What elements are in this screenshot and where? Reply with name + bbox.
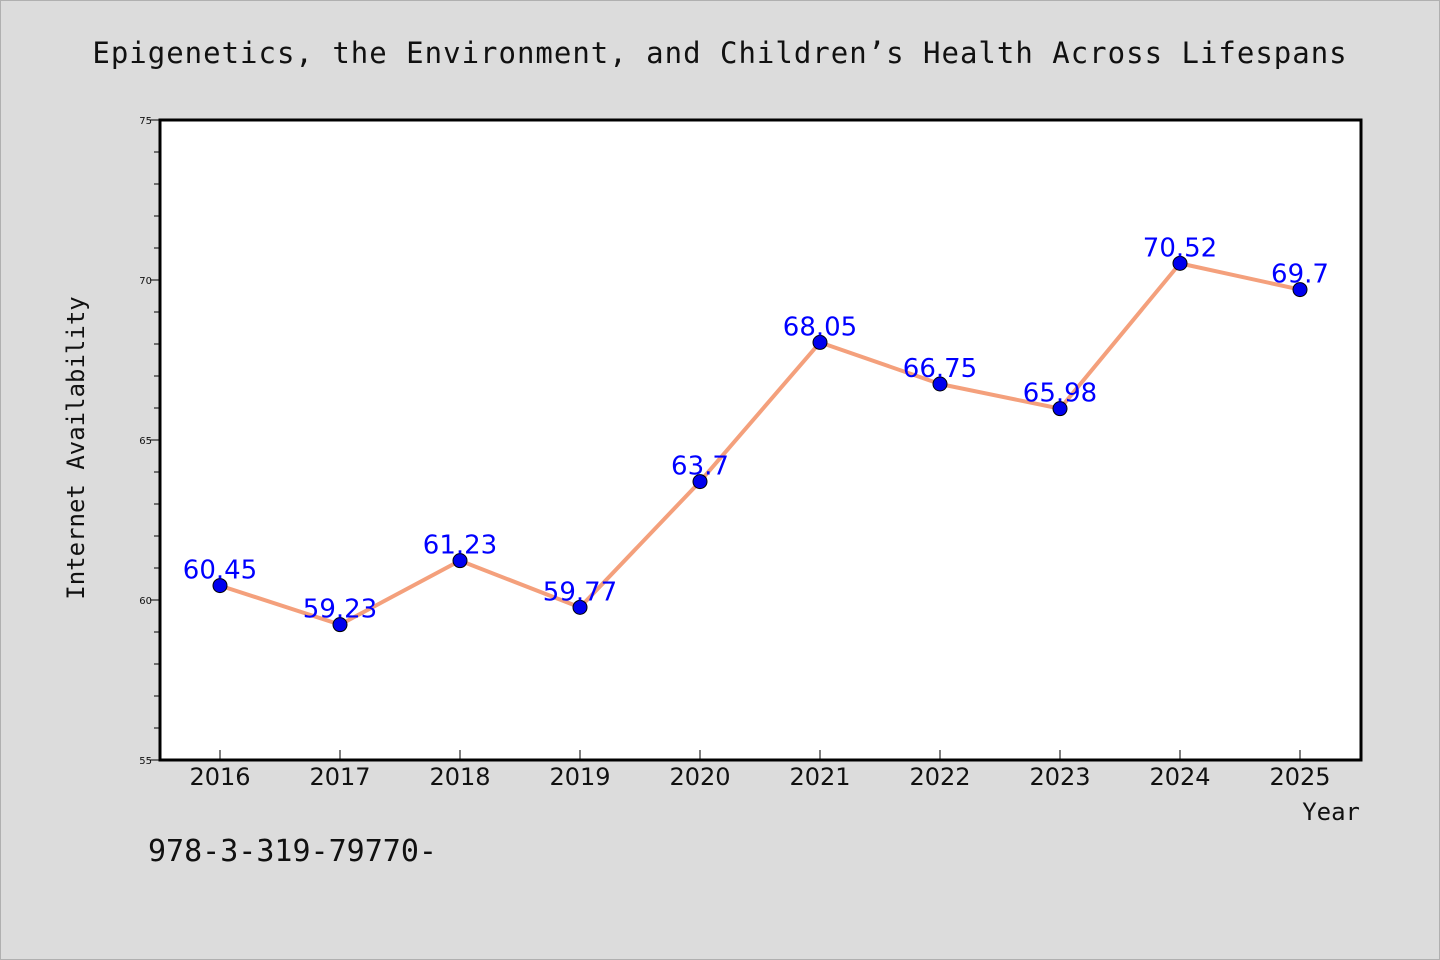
chart-title: Epigenetics, the Environment, and Childr… <box>92 36 1348 70</box>
x-tick-label: 2022 <box>909 763 970 791</box>
data-series: 60.45 59.23 61.23 59.77 63.7 68.05 66.75 65.98 7… <box>183 233 1329 633</box>
x-axis-label: Year <box>1302 798 1360 826</box>
data-label: 59.77 <box>543 577 617 607</box>
x-axis-ticks: 2016 2017 2018 2019 2020 2021 2022 2023 2024 2025 <box>189 750 1331 791</box>
y-tick-label: 55 <box>139 756 152 767</box>
data-point <box>332 617 348 633</box>
data-point <box>572 599 588 615</box>
isbn-footer: 978-3-319-79770- <box>148 834 437 869</box>
data-label: 65.98 <box>1023 379 1097 409</box>
x-tick-label: 2024 <box>1149 763 1210 791</box>
data-point <box>1292 282 1308 298</box>
y-tick-label: 75 <box>139 116 152 127</box>
data-point <box>692 474 708 490</box>
y-axis-ticks: 55 60 65 70 75 <box>139 116 160 767</box>
data-label: 61.23 <box>423 531 497 561</box>
x-tick-label: 2019 <box>549 763 610 791</box>
x-tick-label: 2017 <box>309 763 370 791</box>
y-tick-label: 60 <box>139 596 152 607</box>
x-tick-label: 2018 <box>429 763 490 791</box>
x-tick-label: 2016 <box>189 763 250 791</box>
data-point <box>1052 401 1068 417</box>
data-label: 59.23 <box>303 595 377 625</box>
plot-area <box>158 118 1363 762</box>
x-tick-label: 2021 <box>789 763 850 791</box>
y-tick-label: 65 <box>139 436 152 447</box>
y-tick-label: 70 <box>139 276 152 287</box>
data-label: 63.7 <box>671 452 729 482</box>
data-label: 69.7 <box>1271 260 1329 290</box>
data-point <box>452 553 468 569</box>
data-point <box>1172 255 1188 271</box>
data-label: 66.75 <box>903 354 977 384</box>
data-point <box>932 376 948 392</box>
data-label: 70.52 <box>1143 233 1217 263</box>
series-line <box>219 261 1301 627</box>
x-tick-label: 2020 <box>669 763 730 791</box>
data-label: 60.45 <box>183 556 257 586</box>
data-point <box>212 578 228 594</box>
data-label: 68.05 <box>783 312 857 342</box>
x-tick-label: 2025 <box>1269 763 1330 791</box>
y-axis-label: Internet Availability <box>62 296 90 599</box>
data-point <box>812 334 828 350</box>
x-tick-label: 2023 <box>1029 763 1090 791</box>
